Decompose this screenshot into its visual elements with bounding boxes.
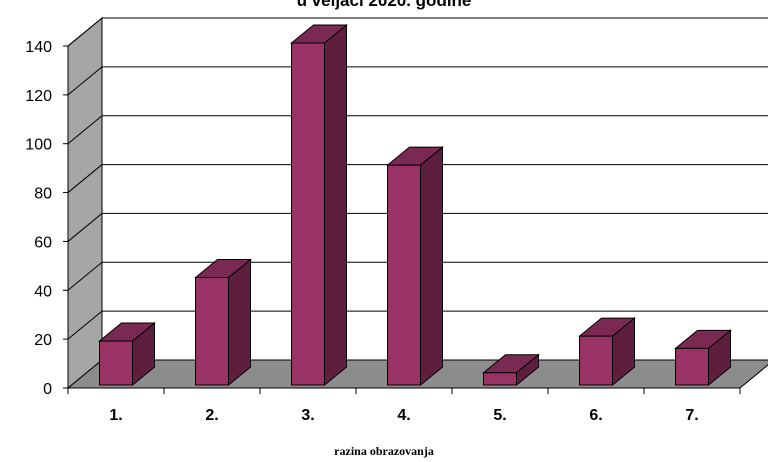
x-tick-label: 2. [205,407,218,424]
x-tick-label: 4. [397,407,410,424]
y-tick-labels: 0 20 40 60 80 100 120 140 [25,39,52,398]
bar-side [228,258,251,387]
bar-6 [578,317,636,387]
y-tick-label: 0 [43,381,52,398]
bar-front [675,347,709,386]
y-tick-label: 120 [25,88,52,105]
x-tick-label: 1. [109,407,122,424]
bar-side [324,23,347,387]
x-axis-label: razina obrazovanja [334,444,434,458]
side-wall [67,16,103,390]
y-tick-label: 140 [25,39,52,56]
gridline-side [67,213,103,242]
bar-2 [194,258,252,387]
bars [98,23,732,387]
gridline-side [67,261,103,291]
x-tick-label: 5. [493,407,506,424]
gridline-side [67,115,103,145]
bar-front [291,42,325,386]
gridline-side [67,164,103,193]
bar-side [420,146,443,387]
bar-front [579,335,613,386]
gridline-side [67,17,103,47]
x-tick-label: 3. [301,407,314,424]
y-tick-label: 60 [34,234,52,251]
x-tick-label: 7. [685,407,698,424]
bar-front [99,340,133,386]
gridline-side [67,66,103,96]
axes [63,45,741,394]
y-tick-label: 20 [34,332,52,349]
x-tick-label: 6. [589,407,602,424]
gridline-side [67,310,103,340]
chart-title: u veljači 2020. godine [296,0,472,10]
bar-3 [290,23,348,387]
bar-front [387,164,421,386]
y-tick-label: 100 [25,137,52,154]
bar-front [483,372,517,386]
y-tick-label: 40 [34,283,52,300]
bar-5 [482,353,540,387]
x-tick-labels: 1. 2. 3. 4. 5. 6. 7. [109,407,698,424]
y-tick-label: 80 [34,186,52,203]
bar-7 [674,329,732,387]
bar-4 [386,146,444,387]
bar-1 [98,321,156,387]
bar-front [195,277,229,386]
